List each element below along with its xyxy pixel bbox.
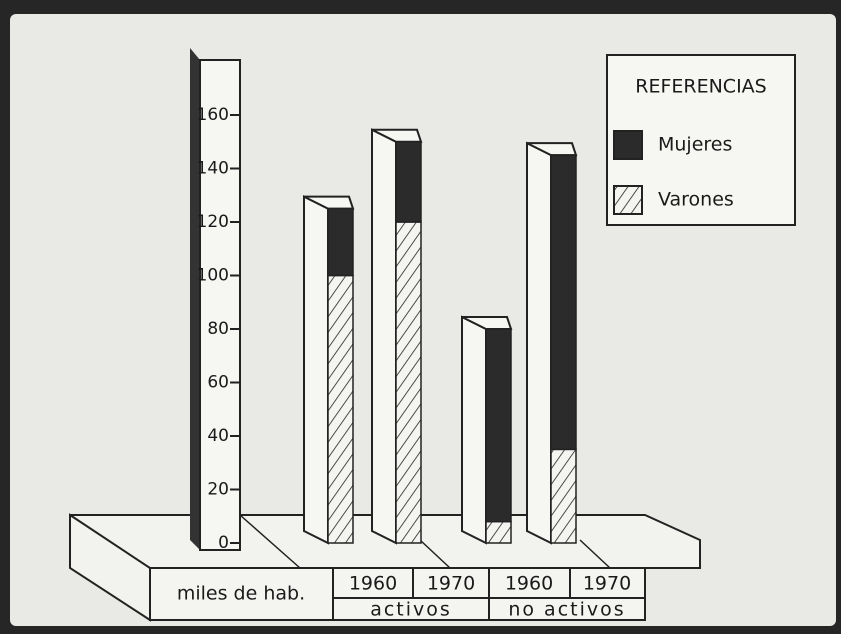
bar-segment: [395, 221, 422, 544]
y-tick-label: 160: [197, 105, 229, 125]
x-tick-label: 1960: [349, 573, 397, 595]
bar-segment: [327, 207, 354, 277]
group-label: activos: [370, 599, 452, 621]
axis-post: [199, 59, 241, 551]
legend-title: REFERENCIAS: [635, 76, 767, 98]
legend-label: Varones: [658, 189, 734, 211]
bar-side: [461, 315, 487, 545]
base-line: [579, 539, 611, 569]
bar-segment: [395, 141, 422, 223]
bar-side: [371, 128, 397, 545]
y-tick-label: 60: [207, 373, 229, 393]
y-tick-label: 20: [207, 480, 229, 500]
y-tick-label: 0: [218, 533, 229, 553]
legend-label: Mujeres: [658, 134, 732, 156]
axis-label-cell: [149, 567, 334, 621]
y-tick-label: 40: [207, 426, 229, 446]
bar-segment: [485, 328, 512, 523]
axis-label: miles de hab.: [177, 583, 305, 605]
y-tick-label: 100: [197, 266, 229, 286]
bar-segment: [550, 448, 577, 544]
bar-segment: [327, 274, 354, 544]
x-tick-label: 1970: [583, 573, 631, 595]
y-tick-label: 140: [197, 159, 229, 179]
bar-side: [526, 141, 552, 545]
bar-segment: [485, 520, 512, 544]
x-tick-label: 1960: [505, 573, 553, 595]
axis-post-side: [190, 48, 200, 550]
legend-swatch: [613, 130, 643, 160]
bar-segment: [550, 154, 577, 451]
base-line: [239, 514, 301, 569]
bar-side: [303, 195, 329, 545]
group-label: no activos: [508, 599, 625, 621]
base-line: [419, 539, 451, 569]
y-tick-label: 120: [197, 212, 229, 232]
legend-swatch: [613, 185, 643, 215]
x-tick-label: 1970: [427, 573, 475, 595]
y-tick-label: 80: [207, 319, 229, 339]
